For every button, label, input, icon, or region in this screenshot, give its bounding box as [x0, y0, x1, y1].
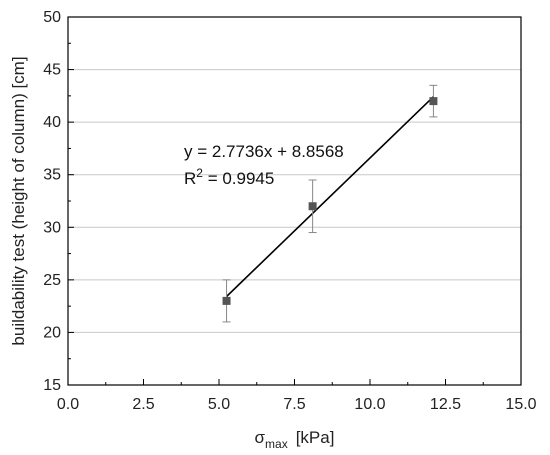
- x-axis-title: σmax [kPa]: [255, 428, 335, 451]
- x-tick-label-5.0: 5.0: [208, 396, 230, 413]
- x-axis-symbol: σ: [255, 428, 266, 447]
- error-bars: [222, 84, 438, 323]
- y-tick-label-30: 30: [43, 219, 61, 236]
- y-tick-label-35: 35: [43, 167, 61, 184]
- grid-lines: [68, 69, 521, 333]
- plot-frame: [67, 16, 522, 386]
- r-squared-label: R2 = 0.9945: [184, 166, 274, 188]
- x-tick-label-7.5: 7.5: [283, 396, 305, 413]
- r2-superscript: 2: [196, 166, 203, 180]
- x-axis-unit: [kPa]: [296, 428, 335, 447]
- y-tick-label-25: 25: [43, 272, 61, 289]
- x-tick-label-2.5: 2.5: [132, 396, 154, 413]
- y-tick-label-50: 50: [43, 9, 61, 26]
- fit-equation: y = 2.7736x + 8.8568: [184, 142, 344, 161]
- x-tick-label-15.0: 15.0: [505, 396, 536, 413]
- y-tick-label-15: 15: [43, 377, 61, 394]
- fit-line-group: [225, 96, 434, 298]
- data-point-2: [429, 97, 438, 106]
- x-tick-label-10.0: 10.0: [354, 396, 385, 413]
- y-tick-label-45: 45: [43, 62, 61, 79]
- x-tick-label-0.0: 0.0: [57, 396, 79, 413]
- r2-prefix: R: [184, 169, 196, 188]
- fit-line: [225, 96, 434, 298]
- data-points: [222, 97, 438, 305]
- data-point-1: [308, 202, 317, 211]
- x-axis-ticks: 0.0 2.5 5.0 7.5 10.0 12.5 15.0: [57, 379, 537, 413]
- x-axis-subscript: max: [265, 437, 288, 451]
- y-tick-label-40: 40: [43, 114, 61, 131]
- r2-value: = 0.9945: [203, 169, 274, 188]
- y-axis-ticks: 15 20 25 30 35 40 45 50: [43, 9, 74, 394]
- data-point-0: [222, 296, 231, 305]
- y-tick-label-20: 20: [43, 324, 61, 341]
- y-axis-title: buildability test (height of column) [cm…: [9, 56, 28, 345]
- x-tick-label-12.5: 12.5: [430, 396, 461, 413]
